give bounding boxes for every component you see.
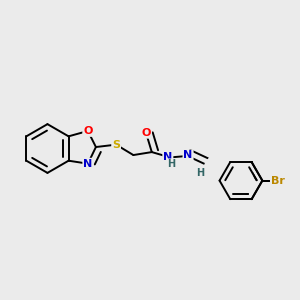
Text: N: N [183, 150, 193, 160]
Text: Br: Br [271, 176, 285, 186]
Text: O: O [83, 126, 93, 136]
Circle shape [202, 150, 254, 201]
Text: H: H [167, 159, 175, 169]
Text: O: O [142, 128, 151, 138]
Text: N: N [83, 159, 92, 169]
Text: S: S [112, 140, 120, 150]
Text: Br: Br [271, 176, 285, 186]
Text: H: H [196, 168, 205, 178]
Text: N: N [163, 152, 172, 162]
